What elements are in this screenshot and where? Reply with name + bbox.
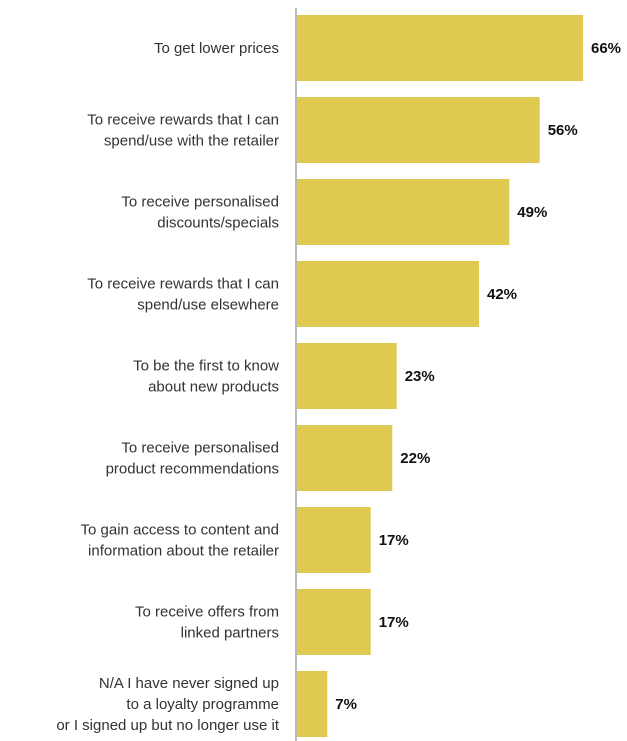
bar-3 [297, 261, 479, 327]
category-label-5-line-1: product recommendations [106, 461, 279, 478]
category-label-2-line-1: discounts/specials [157, 215, 279, 232]
bar-5 [297, 425, 393, 491]
value-label-0: 66% [591, 40, 621, 57]
bar-7 [297, 589, 371, 655]
bar-0 [297, 15, 583, 81]
bars-group [297, 15, 583, 737]
value-label-8: 7% [335, 696, 357, 713]
category-labels-group: To get lower prices To receive rewards th… [56, 40, 279, 734]
category-label-8-line-2: or I signed up but no longer use it [56, 717, 279, 734]
category-label-1-line-1: spend/use with the retailer [104, 133, 279, 150]
category-label-2-line-0: To receive personalised [121, 194, 279, 211]
category-label-4-line-1: about new products [148, 379, 279, 396]
category-label-6-line-1: information about the retailer [88, 543, 279, 560]
category-label-6: To gain access to content and information… [81, 522, 279, 560]
category-label-0-line-0: To get lower prices [154, 40, 279, 57]
category-label-3-line-1: spend/use elsewhere [137, 297, 279, 314]
category-label-3: To receive rewards that I can spend/use e… [87, 276, 279, 314]
category-label-6-line-0: To gain access to content and [81, 522, 279, 539]
category-label-8-line-0: N/A I have never signed up [99, 675, 279, 692]
category-label-4: To be the first to know about new product… [133, 358, 279, 396]
value-label-4: 23% [405, 368, 435, 385]
value-label-5: 22% [400, 450, 430, 467]
bar-2 [297, 179, 510, 245]
category-label-2: To receive personalised discounts/special… [121, 194, 279, 232]
bar-4 [297, 343, 397, 409]
category-label-0: To get lower prices [154, 40, 279, 57]
bar-1 [297, 97, 540, 163]
category-label-8: N/A I have never signed up to a loyalty p… [56, 675, 279, 734]
value-label-6: 17% [379, 532, 409, 549]
bar-8 [297, 671, 328, 737]
category-label-5-line-0: To receive personalised [121, 440, 279, 457]
category-label-3-line-0: To receive rewards that I can [87, 276, 279, 293]
value-label-1: 56% [548, 122, 578, 139]
value-labels-group: 66% 56% 49% 42% 23% 22% 17% 17% 7% [335, 40, 621, 713]
category-label-1: To receive rewards that I can spend/use w… [87, 112, 279, 150]
category-label-7-line-0: To receive offers from [135, 604, 279, 621]
category-label-4-line-0: To be the first to know [133, 358, 279, 375]
category-label-5: To receive personalised product recommend… [106, 440, 279, 478]
category-label-8-line-1: to a loyalty programme [126, 696, 279, 713]
value-label-2: 49% [517, 204, 547, 221]
value-label-7: 17% [379, 614, 409, 631]
category-label-1-line-0: To receive rewards that I can [87, 112, 279, 129]
value-label-3: 42% [487, 286, 517, 303]
bar-6 [297, 507, 371, 573]
category-label-7: To receive offers from linked partners [135, 604, 279, 642]
category-label-7-line-1: linked partners [181, 625, 279, 642]
